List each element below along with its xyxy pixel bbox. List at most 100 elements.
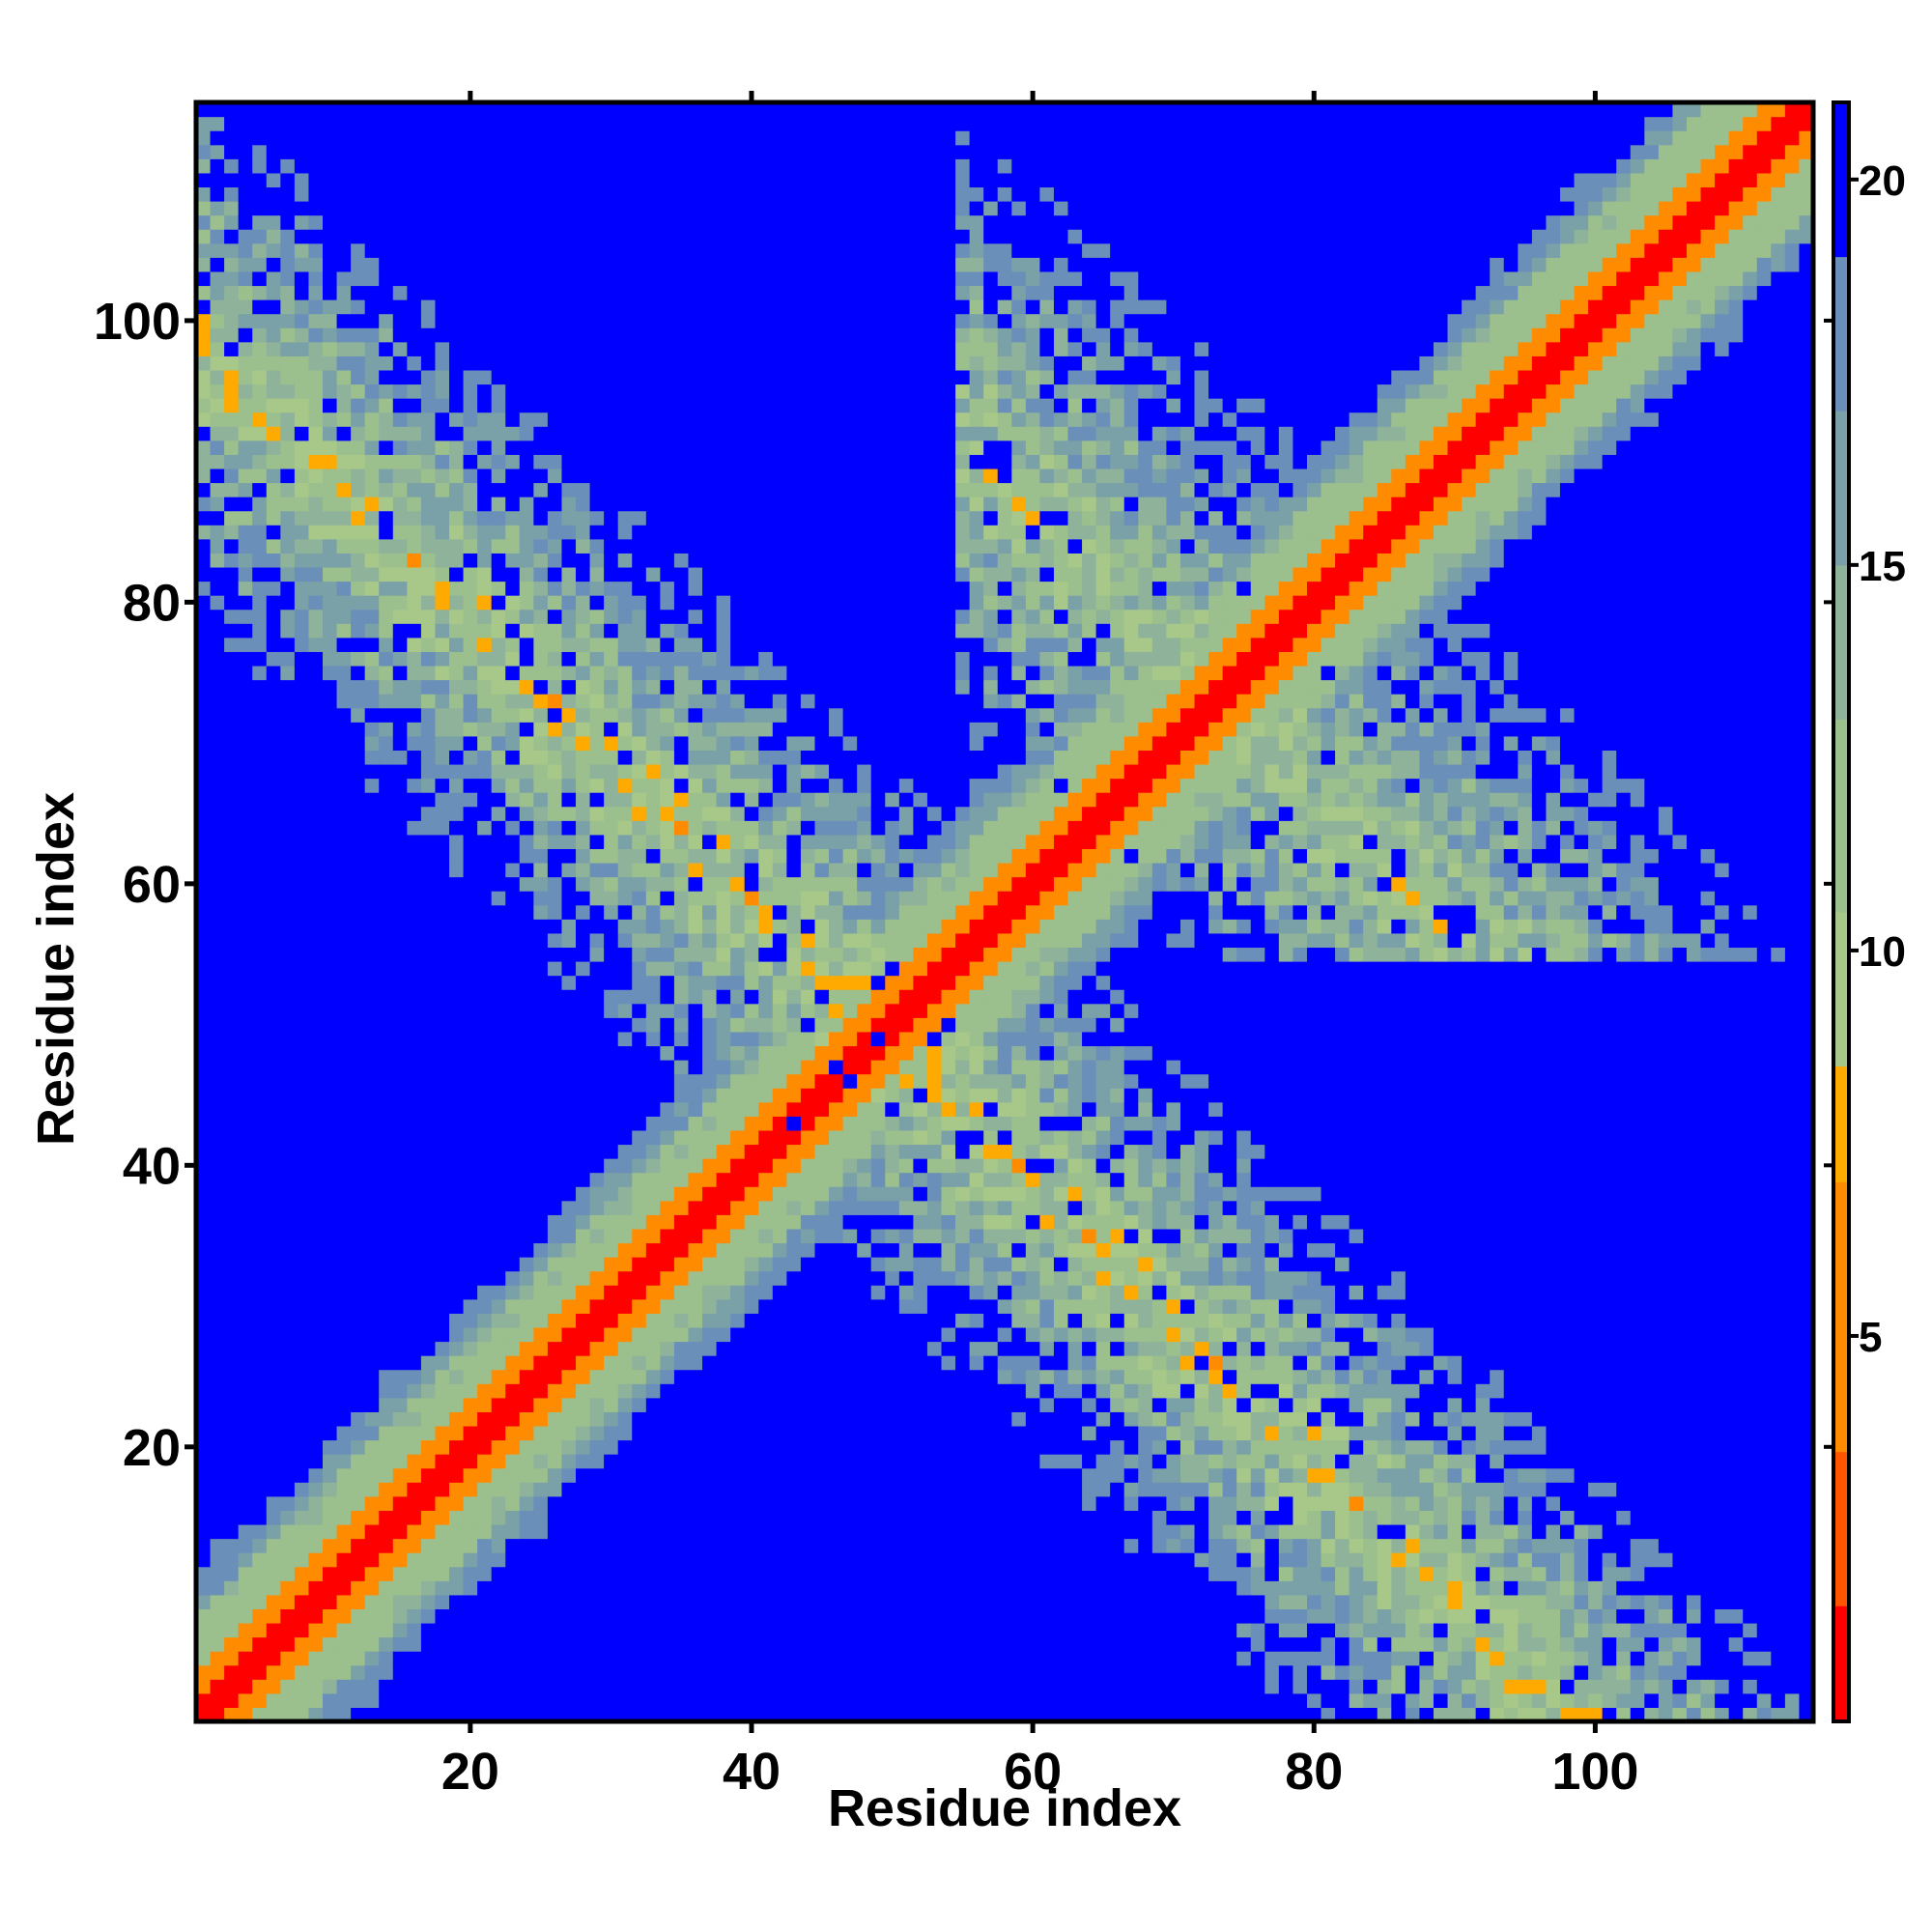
heatmap-cell xyxy=(576,1031,591,1047)
heatmap-cell xyxy=(364,1523,380,1540)
heatmap-cell xyxy=(449,1200,465,1215)
heatmap-cell xyxy=(392,848,408,864)
heatmap-cell xyxy=(632,1172,647,1187)
heatmap-cell xyxy=(660,1552,675,1568)
heatmap-cell xyxy=(449,876,465,892)
heatmap-cell xyxy=(323,270,338,287)
heatmap-cell xyxy=(716,525,731,540)
heatmap-cell xyxy=(617,1200,633,1215)
heatmap-cell xyxy=(252,947,268,962)
heatmap-cell xyxy=(196,1495,212,1511)
heatmap-cell xyxy=(491,468,506,484)
heatmap-cell xyxy=(336,1538,352,1553)
heatmap-cell xyxy=(463,510,478,526)
heatmap-cell xyxy=(420,623,437,639)
heatmap-cell xyxy=(392,468,408,484)
heatmap-cell xyxy=(561,1495,577,1511)
heatmap-cell xyxy=(660,158,675,174)
heatmap-cell xyxy=(758,214,774,230)
heatmap-cell xyxy=(505,1116,521,1131)
heatmap-cell xyxy=(266,384,281,399)
heatmap-cell xyxy=(491,1580,506,1596)
heatmap-cell xyxy=(392,1129,408,1146)
heatmap-cell xyxy=(730,1073,746,1089)
heatmap-cell xyxy=(519,989,534,1005)
heatmap-cell xyxy=(252,1355,268,1371)
heatmap-cell xyxy=(786,1242,802,1258)
heatmap-cell xyxy=(716,932,731,949)
heatmap-cell xyxy=(266,242,281,258)
heatmap-cell xyxy=(632,214,647,230)
heatmap-cell xyxy=(463,1073,478,1089)
heatmap-cell xyxy=(280,398,296,413)
heatmap-cell xyxy=(308,609,324,624)
heatmap-cell xyxy=(351,679,366,695)
heatmap-cell xyxy=(688,285,703,300)
heatmap-cell xyxy=(632,891,647,906)
heatmap-cell xyxy=(716,468,731,484)
heatmap-cell xyxy=(645,285,661,300)
heatmap-cell xyxy=(547,1326,563,1343)
heatmap-cell xyxy=(576,242,591,258)
heatmap-cell xyxy=(617,1341,633,1356)
heatmap-cell xyxy=(673,144,690,159)
heatmap-cell xyxy=(364,637,380,652)
heatmap-cell xyxy=(336,750,352,765)
heatmap-cell xyxy=(266,1355,281,1371)
heatmap-cell xyxy=(294,778,310,793)
heatmap-cell xyxy=(463,595,478,611)
heatmap-cell xyxy=(576,1495,591,1511)
heatmap-cell xyxy=(407,1341,422,1356)
heatmap-cell xyxy=(210,1017,225,1033)
heatmap-cell xyxy=(323,1158,338,1174)
heatmap-cell xyxy=(716,1679,731,1694)
heatmap-cell xyxy=(294,412,310,427)
heatmap-cell xyxy=(772,398,787,413)
heatmap-cell xyxy=(716,229,731,244)
heatmap-cell xyxy=(364,763,380,780)
heatmap-cell xyxy=(688,609,703,624)
heatmap-cell xyxy=(576,1326,591,1343)
heatmap-cell xyxy=(351,1495,366,1511)
heatmap-cell xyxy=(688,327,703,343)
heatmap-cell xyxy=(323,285,338,300)
heatmap-cell xyxy=(491,285,506,300)
heatmap-cell xyxy=(491,257,506,272)
heatmap-cell xyxy=(604,510,619,526)
heatmap-cell xyxy=(435,1369,450,1384)
heatmap-cell xyxy=(463,947,478,962)
heatmap-cell xyxy=(210,1172,225,1187)
heatmap-cell xyxy=(786,834,802,850)
heatmap-cell xyxy=(716,623,731,639)
heatmap-cell xyxy=(491,1608,506,1624)
heatmap-cell xyxy=(688,186,703,202)
heatmap-cell xyxy=(323,904,338,920)
heatmap-cell xyxy=(632,1031,647,1047)
heatmap-cell xyxy=(576,1116,591,1131)
heatmap-cell xyxy=(364,792,380,808)
heatmap-cell xyxy=(196,679,212,695)
heatmap-cell xyxy=(561,257,577,272)
heatmap-cell xyxy=(336,186,352,202)
heatmap-cell xyxy=(772,327,787,343)
heatmap-cell xyxy=(491,623,506,639)
heatmap-cell xyxy=(758,525,774,540)
heatmap-cell xyxy=(645,1172,661,1187)
heatmap-cell xyxy=(519,919,534,934)
heatmap-cell xyxy=(744,214,759,230)
heatmap-cell xyxy=(505,1651,521,1666)
heatmap-cell xyxy=(547,820,563,836)
heatmap-cell xyxy=(547,510,563,526)
heatmap-cell xyxy=(280,1172,296,1187)
heatmap-cell xyxy=(660,1257,675,1272)
heatmap-cell xyxy=(196,497,212,512)
heatmap-cell xyxy=(547,679,563,695)
heatmap-cell xyxy=(702,876,718,892)
heatmap-cell xyxy=(547,1467,563,1483)
heatmap-cell xyxy=(449,947,465,962)
heatmap-cell xyxy=(224,1257,240,1272)
heatmap-cell xyxy=(561,1552,577,1568)
heatmap-cell xyxy=(716,806,731,821)
heatmap-cell xyxy=(210,144,225,159)
heatmap-cell xyxy=(716,1651,731,1666)
